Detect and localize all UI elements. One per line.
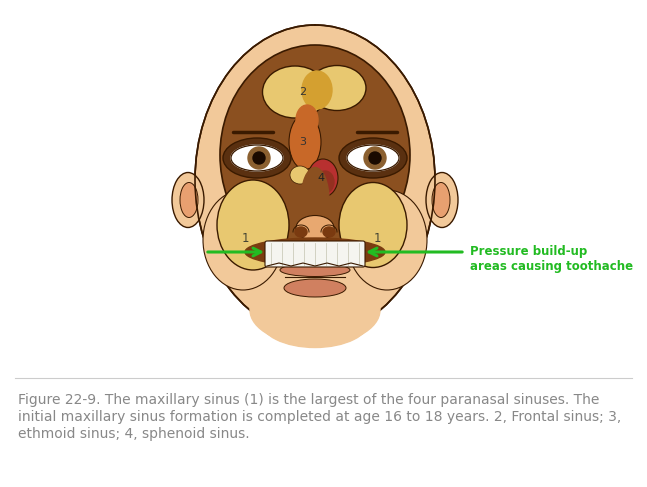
Ellipse shape <box>295 227 307 237</box>
Ellipse shape <box>323 227 335 237</box>
Ellipse shape <box>339 183 407 267</box>
Ellipse shape <box>296 105 318 135</box>
Text: 2: 2 <box>300 87 307 97</box>
Ellipse shape <box>260 293 370 348</box>
Text: 1: 1 <box>373 231 380 244</box>
Ellipse shape <box>432 183 450 218</box>
Ellipse shape <box>316 171 334 193</box>
Text: ethmoid sinus; 4, sphenoid sinus.: ethmoid sinus; 4, sphenoid sinus. <box>18 427 250 441</box>
Ellipse shape <box>217 180 289 270</box>
Ellipse shape <box>289 114 321 169</box>
Ellipse shape <box>347 190 427 290</box>
Ellipse shape <box>231 145 283 171</box>
Text: Pressure build-up
areas causing toothache: Pressure build-up areas causing toothach… <box>470 245 633 273</box>
Ellipse shape <box>180 183 198 218</box>
Ellipse shape <box>263 66 327 118</box>
Ellipse shape <box>426 172 458 227</box>
Ellipse shape <box>339 138 407 178</box>
Circle shape <box>248 147 270 169</box>
Ellipse shape <box>284 279 346 297</box>
Ellipse shape <box>308 65 366 111</box>
Ellipse shape <box>296 216 334 241</box>
Circle shape <box>253 152 265 164</box>
Text: Figure 22-9. The maxillary sinus (1) is the largest of the four paranasal sinuse: Figure 22-9. The maxillary sinus (1) is … <box>18 393 599 407</box>
Ellipse shape <box>203 190 283 290</box>
Ellipse shape <box>245 238 385 266</box>
Ellipse shape <box>250 275 380 345</box>
Ellipse shape <box>172 172 204 227</box>
Ellipse shape <box>308 159 338 197</box>
Ellipse shape <box>280 263 350 277</box>
Ellipse shape <box>195 25 435 335</box>
Ellipse shape <box>301 168 329 232</box>
Ellipse shape <box>223 138 291 178</box>
Ellipse shape <box>290 166 310 184</box>
Text: initial maxillary sinus formation is completed at age 16 to 18 years. 2, Frontal: initial maxillary sinus formation is com… <box>18 410 621 424</box>
Circle shape <box>364 147 386 169</box>
Ellipse shape <box>347 145 399 171</box>
Text: 3: 3 <box>300 137 307 147</box>
Text: 4: 4 <box>318 173 325 183</box>
Text: 1: 1 <box>241 231 248 244</box>
FancyBboxPatch shape <box>265 241 365 267</box>
Circle shape <box>369 152 381 164</box>
Ellipse shape <box>220 45 410 265</box>
Ellipse shape <box>302 71 332 109</box>
